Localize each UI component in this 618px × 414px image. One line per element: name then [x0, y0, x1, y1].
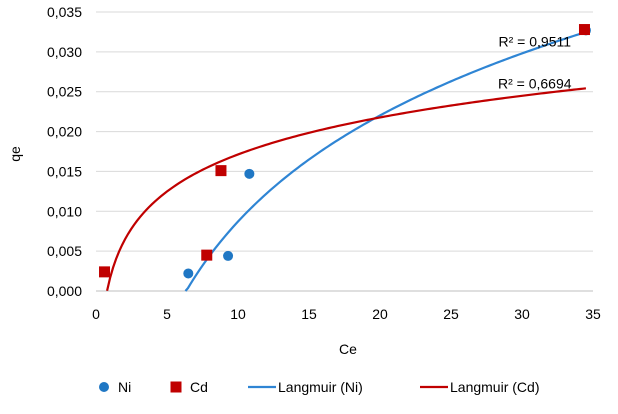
grid-layer: [96, 11, 593, 252]
point-cd: [201, 249, 213, 261]
point-cd: [215, 165, 227, 177]
point-cd: [578, 24, 590, 36]
y-tick-label: 0,035: [47, 4, 82, 20]
x-axis-label: Ce: [339, 341, 357, 357]
curve-langmuir-cd: [106, 87, 587, 291]
y-tick-label: 0,005: [47, 243, 82, 259]
point-ni: [223, 250, 234, 261]
point-ni: [183, 268, 194, 279]
annotation-layer: R² = 0,9511 R² = 0,6694: [498, 33, 572, 91]
y-tick-label: 0,030: [47, 44, 82, 60]
curve-langmuir-ni: [184, 30, 587, 292]
y-tick-label: 0,010: [47, 203, 82, 219]
curve-layer: [106, 30, 587, 292]
x-tick-label: 35: [585, 306, 601, 322]
legend-label: Cd: [190, 379, 208, 395]
x-tick-label: 25: [443, 306, 459, 322]
point-cd: [99, 266, 111, 278]
x-tick-label: 10: [230, 306, 246, 322]
x-tick-label: 30: [514, 306, 530, 322]
point-ni: [244, 168, 255, 179]
y-tick-label: 0,025: [47, 84, 82, 100]
x-tick-label: 15: [301, 306, 317, 322]
legend-label: Ni: [118, 379, 131, 395]
x-tick-label: 20: [372, 306, 388, 322]
y-tick-label: 0,000: [47, 283, 82, 299]
x-tick-label: 5: [163, 306, 171, 322]
legend-marker-ni: [99, 382, 109, 392]
r-squared-annotation: R² = 0,9511: [499, 33, 572, 49]
legend-marker-cd: [170, 381, 182, 393]
y-tick-label: 0,020: [47, 124, 82, 140]
legend-label: Langmuir (Ni): [278, 379, 363, 395]
legend-label: Langmuir (Cd): [450, 379, 539, 395]
point-layer: [99, 24, 591, 279]
axis-layer: 0,000 0,005 0,010 0,015 0,020 0,025 0,030 0,035…: [47, 4, 601, 322]
x-tick-label: 0: [92, 306, 100, 322]
y-axis-label: qe: [7, 146, 23, 162]
legend: Ni Cd Langmuir (Ni) Langmuir (Cd): [99, 379, 539, 395]
y-tick-label: 0,015: [47, 163, 82, 179]
r-squared-annotation: R² = 0,6694: [498, 76, 572, 92]
